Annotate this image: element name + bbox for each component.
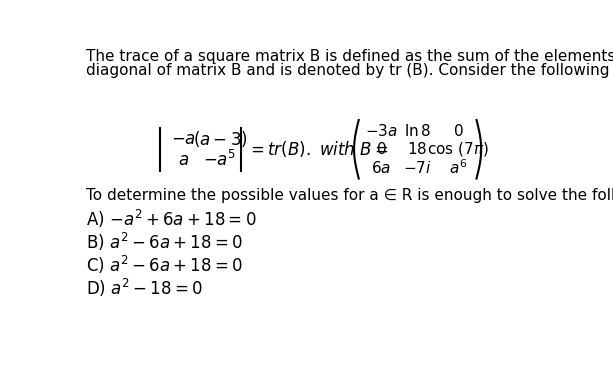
- Text: $6a$: $6a$: [371, 160, 391, 176]
- Text: $-a^5$: $-a^5$: [204, 150, 237, 170]
- Text: $-3a$: $-3a$: [365, 123, 398, 139]
- Text: $18$: $18$: [408, 141, 428, 157]
- Text: $\ln 8$: $\ln 8$: [404, 123, 431, 139]
- Text: B) $a^2 - 6a + 18 = 0$: B) $a^2 - 6a + 18 = 0$: [86, 231, 243, 253]
- Text: $a^6$: $a^6$: [449, 158, 467, 177]
- Text: $-7i$: $-7i$: [403, 160, 432, 176]
- Text: To determine the possible values for a ∈ R is enough to solve the following equa: To determine the possible values for a ∈…: [86, 188, 613, 203]
- Text: $a$: $a$: [178, 151, 189, 169]
- Text: C) $a^2 - 6a + 18 = 0$: C) $a^2 - 6a + 18 = 0$: [86, 254, 243, 276]
- Text: D) $a^2 - 18 = 0$: D) $a^2 - 18 = 0$: [86, 277, 203, 299]
- Text: $\cos\,(7\pi)$: $\cos\,(7\pi)$: [427, 140, 489, 158]
- Text: $0$: $0$: [376, 141, 387, 157]
- Text: The trace of a square matrix B is defined as the sum of the elements of the main: The trace of a square matrix B is define…: [86, 49, 613, 64]
- Text: $-a$: $-a$: [171, 130, 196, 147]
- Text: $(a - 3)$: $(a - 3)$: [192, 128, 248, 149]
- Text: A) $-a^2 + 6a + 18 = 0$: A) $-a^2 + 6a + 18 = 0$: [86, 208, 256, 230]
- Text: $0$: $0$: [452, 123, 463, 139]
- Text: $= tr(B).\ with\ B =$: $= tr(B).\ with\ B =$: [247, 139, 389, 159]
- Text: diagonal of matrix B and is denoted by tr (B). Consider the following equality.: diagonal of matrix B and is denoted by t…: [86, 63, 613, 78]
